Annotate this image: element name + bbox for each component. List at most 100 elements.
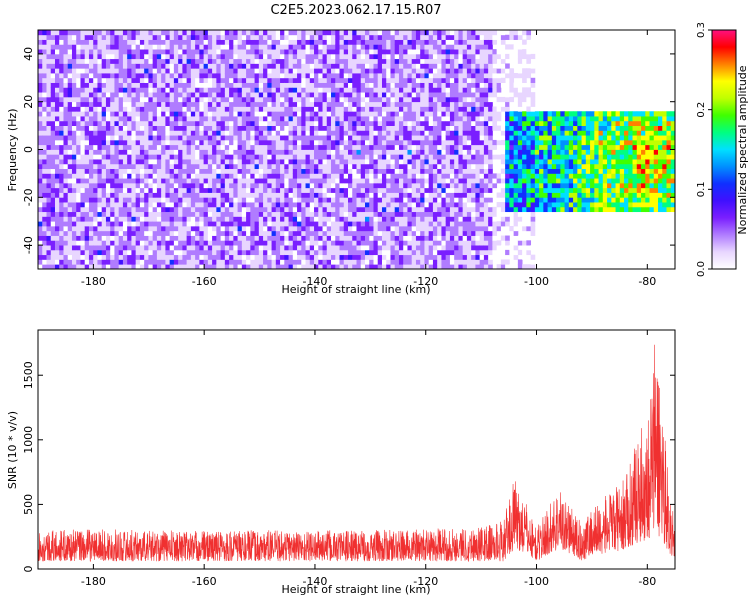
heatmap-cell xyxy=(212,197,217,203)
heatmap-cell xyxy=(135,249,141,256)
heatmap-cell xyxy=(67,73,73,79)
heatmap-cell xyxy=(420,192,425,198)
heatmap-cell xyxy=(364,92,370,98)
heatmap-cell xyxy=(305,120,311,126)
heatmap-cell xyxy=(50,63,56,69)
heatmap-cell xyxy=(352,249,357,256)
heatmap-cell xyxy=(220,58,226,64)
heatmap-cell xyxy=(122,135,128,141)
heatmap-cell xyxy=(331,187,336,193)
heatmap-cell xyxy=(46,192,52,198)
heatmap-cell xyxy=(169,111,175,117)
heatmap-cell xyxy=(386,245,391,251)
heatmap-cell xyxy=(63,39,69,45)
heatmap-cell xyxy=(224,187,230,193)
heatmap-cell xyxy=(297,101,302,107)
heatmap-cell xyxy=(301,111,306,117)
heatmap-cell xyxy=(411,259,417,265)
heatmap-cell xyxy=(250,135,255,141)
heatmap-cell xyxy=(122,211,128,217)
heatmap-cell xyxy=(46,116,52,122)
heatmap-cell xyxy=(54,168,60,174)
heatmap-cell xyxy=(59,235,64,241)
heatmap-cell xyxy=(369,197,374,203)
heatmap-cell xyxy=(280,82,285,88)
heatmap-cell xyxy=(339,68,345,74)
heatmap-cell xyxy=(105,111,111,117)
heatmap-cell xyxy=(93,173,98,179)
heatmap-cell xyxy=(407,249,413,256)
heatmap-cell xyxy=(161,87,166,93)
heatmap-cell xyxy=(314,68,319,74)
heatmap-cell xyxy=(428,106,434,112)
heatmap-cell xyxy=(80,154,86,160)
heatmap-cell xyxy=(364,168,370,174)
heatmap-cell xyxy=(46,96,52,103)
heatmap-cell xyxy=(110,82,115,88)
heatmap-cell xyxy=(394,259,400,265)
heatmap-cell xyxy=(292,178,298,184)
heatmap-cell xyxy=(127,240,132,246)
heatmap-cell xyxy=(428,58,434,64)
heatmap-cell xyxy=(305,206,311,213)
heatmap-cell xyxy=(280,116,285,122)
heatmap-cell xyxy=(250,225,255,232)
heatmap-cell xyxy=(76,182,81,189)
heatmap-cell xyxy=(54,58,60,64)
heatmap-cell xyxy=(326,211,332,217)
heatmap-cell xyxy=(432,92,438,98)
heatmap-cell xyxy=(46,182,52,189)
heatmap-cell xyxy=(301,230,306,236)
heatmap-cell xyxy=(67,159,73,165)
heatmap-cell xyxy=(169,87,175,93)
heatmap-cell xyxy=(122,39,128,45)
heatmap-cell xyxy=(199,168,205,174)
heatmap-cell xyxy=(318,49,323,55)
heatmap-cell xyxy=(76,254,81,260)
heatmap-cell xyxy=(114,197,120,203)
heatmap-cell xyxy=(386,135,391,141)
heatmap-cell xyxy=(118,254,124,260)
heatmap-cell xyxy=(182,125,188,131)
heatmap-cell xyxy=(322,245,328,251)
heatmap-cell xyxy=(80,254,86,260)
heatmap-cell xyxy=(54,245,60,251)
heatmap-cell xyxy=(331,101,336,107)
heatmap-cell xyxy=(71,68,77,74)
heatmap-cell xyxy=(237,144,243,150)
heatmap-cell xyxy=(301,240,306,246)
heatmap-cell xyxy=(250,73,255,79)
heatmap-cell xyxy=(394,187,400,193)
heatmap-cell xyxy=(263,159,268,165)
heatmap-cell xyxy=(275,178,281,184)
heatmap-cell xyxy=(331,264,336,269)
heatmap-cell xyxy=(97,259,103,265)
heatmap-cell xyxy=(237,230,243,236)
heatmap-cell xyxy=(360,34,366,40)
heatmap-cell xyxy=(441,96,447,103)
heatmap-cell xyxy=(148,63,154,69)
heatmap-cell xyxy=(326,230,332,236)
heatmap-cell xyxy=(131,264,137,269)
heatmap-cell xyxy=(42,187,47,193)
heatmap-cell xyxy=(59,225,64,232)
heatmap-cell xyxy=(250,206,255,213)
heatmap-cell xyxy=(309,130,315,136)
heatmap-cell xyxy=(207,202,213,208)
heatmap-cell xyxy=(301,82,306,88)
heatmap-cell xyxy=(224,249,230,256)
heatmap-cell xyxy=(271,58,277,64)
heatmap-cell xyxy=(428,216,434,222)
heatmap-cell xyxy=(38,206,43,213)
heatmap-cell xyxy=(178,259,183,265)
heatmap-cell xyxy=(441,225,447,232)
heatmap-cell xyxy=(449,92,455,98)
heatmap-cell xyxy=(156,206,162,213)
heatmap-cell xyxy=(322,173,328,179)
heatmap-cell xyxy=(195,259,200,265)
heatmap-cell xyxy=(67,192,73,198)
heatmap-cell xyxy=(390,149,396,155)
heatmap-cell xyxy=(263,77,268,83)
heatmap-cell xyxy=(212,144,217,150)
heatmap-cell xyxy=(322,68,328,74)
